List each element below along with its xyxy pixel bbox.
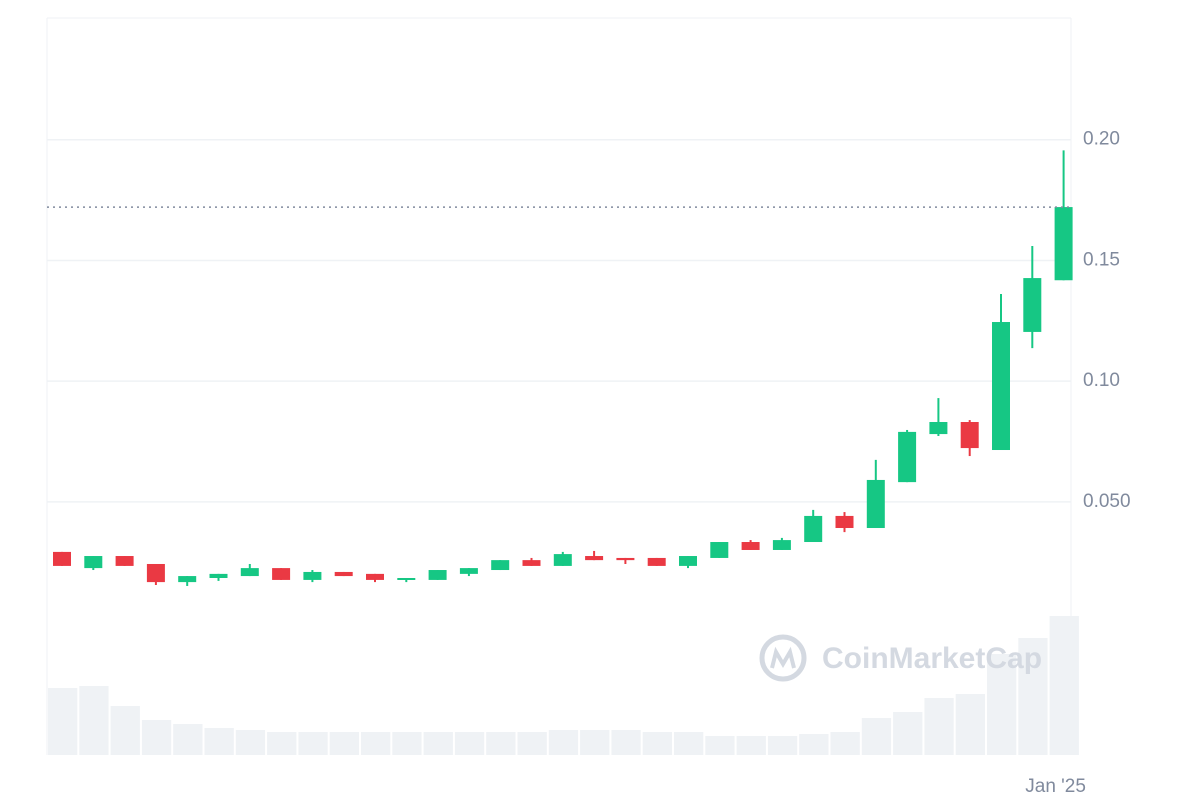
candle-body [866, 479, 885, 529]
volume-bar [548, 730, 579, 755]
volume-bar [1049, 616, 1079, 755]
volume-bar [235, 730, 266, 755]
candle-body [522, 560, 541, 566]
watermark: CoinMarketCap [759, 634, 1042, 682]
volume-bar [705, 736, 735, 755]
candle-body [397, 577, 416, 580]
volume-bar [204, 728, 234, 755]
candle-body [992, 322, 1010, 451]
volume-bar [329, 732, 359, 755]
candle-body [428, 570, 447, 580]
volume-bar [110, 706, 140, 755]
candle-body [334, 571, 353, 577]
volume-bar [736, 736, 766, 755]
candle-body [929, 421, 948, 435]
volume-bar [830, 732, 860, 755]
volume-bar [79, 686, 109, 755]
volume-bar [298, 732, 328, 755]
candle-body [679, 556, 697, 566]
watermark-logo [759, 634, 807, 682]
candle-body [1023, 278, 1042, 332]
volume-bar [893, 712, 923, 755]
watermark-text: CoinMarketCap [822, 642, 1042, 675]
candle-body [459, 568, 478, 574]
candle-body [710, 542, 729, 558]
candle-body [553, 554, 572, 566]
candle-body [84, 556, 103, 569]
volume-bar [674, 732, 704, 755]
candle-body [240, 568, 259, 577]
candle-body [209, 573, 228, 578]
y-tick-label: 0.10 [1083, 370, 1120, 391]
candle-body [53, 551, 71, 566]
candle-body [960, 421, 979, 449]
candle-body [647, 557, 666, 566]
candle-body [178, 576, 197, 583]
volume-bar [799, 734, 829, 755]
candle-body [585, 556, 604, 561]
candle-body [491, 560, 510, 571]
volume-bar [48, 688, 78, 755]
candle-body [303, 571, 322, 580]
volume-bar [955, 694, 985, 755]
volume-bar [517, 732, 547, 755]
volume-bar [767, 736, 798, 755]
volume-bar [267, 732, 297, 755]
candle-body [741, 542, 760, 550]
candle-body [616, 557, 635, 561]
candle-body [1054, 207, 1073, 281]
volume-bar [173, 724, 203, 755]
volume-bar [1018, 638, 1048, 755]
candle-body [835, 515, 854, 529]
candle-body [115, 556, 134, 566]
candle-body [804, 515, 823, 543]
volume-bar [642, 732, 672, 755]
volume-bar [611, 730, 641, 755]
volume-bar [580, 730, 610, 755]
y-tick-label: 0.050 [1083, 491, 1131, 512]
y-tick-label: 0.15 [1083, 249, 1120, 270]
candle-body [366, 573, 384, 580]
y-tick-label: 0.20 [1083, 129, 1120, 150]
volume-bar [392, 732, 422, 755]
candle-body [898, 431, 917, 483]
volume-bar [454, 732, 485, 755]
volume-bar [423, 732, 453, 755]
x-tick-label: Jan '25 [1025, 776, 1086, 797]
volume-bar [486, 732, 516, 755]
volume-bar [141, 720, 172, 755]
candle-body [272, 568, 291, 580]
volume-bar [361, 732, 391, 755]
volume-bar [861, 718, 892, 755]
volume-bar [924, 698, 954, 755]
candle-body [772, 540, 791, 550]
volume-bar [987, 654, 1017, 755]
watermark-logo [770, 646, 796, 669]
candle-body [146, 563, 165, 583]
